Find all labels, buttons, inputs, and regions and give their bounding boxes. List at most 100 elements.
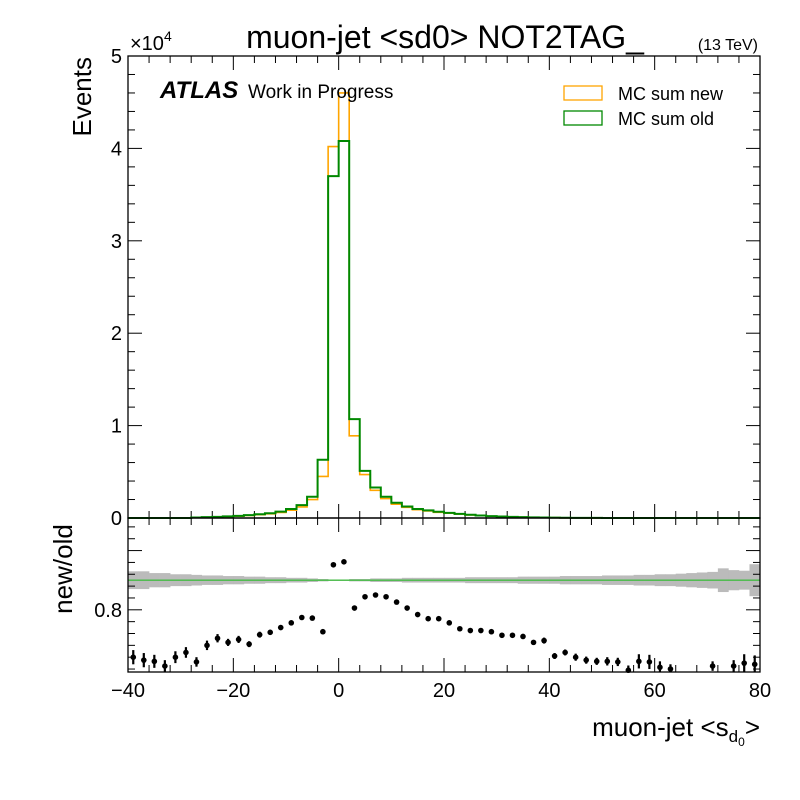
ratio-point [288,620,295,626]
ratio-point [309,615,316,621]
ratio-point [435,615,442,622]
main-y-tick-label: 2 [111,323,122,345]
legend-swatch-mc-sum-new [563,85,603,101]
ratio-point [414,611,421,618]
ratio-point [214,635,221,642]
ratio-point [235,636,242,643]
ratio-point [330,561,337,568]
chart-title: muon-jet <sd0> NOT2TAG_ [246,19,645,55]
ratio-point [362,593,368,600]
ratio-point [593,658,600,665]
ratio-point [562,649,568,656]
ratio-point [457,625,463,632]
x-tick-labels: −40 −20 0 20 40 60 80 [111,680,771,702]
x-tick-label: 40 [538,680,560,702]
histogram-mc-sum-old [128,140,760,519]
ratio-y-tick-labels: 0.8 [94,600,122,622]
ratio-point [162,663,168,669]
ratio-point [751,661,758,668]
ratio-points [130,559,758,674]
ratio-point [172,654,179,660]
atlas-label: ATLAS [159,77,238,104]
x-tick-label: 80 [749,680,771,702]
x-tick-label: 60 [644,680,666,702]
main-y-tick-label: 3 [111,231,122,253]
legend: MC sum new MC sum old [563,84,724,129]
ratio-point [646,659,653,665]
ratio-panel: 0.8 −40 −20 0 20 40 60 80 new/old muon-jet <sd… [48,517,771,749]
ratio-point [467,627,474,634]
atlas-sublabel: Work in Progress [248,82,393,103]
ratio-ticks [127,518,761,672]
ratio-point [636,658,642,665]
ratio-point [730,663,737,669]
x-tick-label: 0 [333,680,344,702]
main-y-tick-label: 0 [111,508,122,530]
ratio-point [246,641,252,647]
ratio-point [320,628,326,635]
ratio-point [383,593,389,600]
y-exponent-label: ×104 [130,28,172,55]
ratio-point [299,614,305,621]
legend-label-mc-sum-old: MC sum old [618,109,714,129]
atlas-label-group: ATLAS Work in Progress [159,77,393,104]
ratio-point [615,659,621,665]
ratio-point [509,632,516,639]
legend-swatch-mc-sum-old [563,110,603,126]
ratio-y-tick-label: 0.8 [94,600,122,622]
ratio-point [425,615,432,622]
ratio-point [183,649,189,656]
ratio-point [530,639,537,646]
ratio-point [393,599,400,605]
ratio-point [499,632,505,639]
energy-label: (13 TeV) [698,37,758,54]
histogram-mc-sum-new [128,92,760,519]
x-tick-label: −40 [111,680,145,702]
ratio-point [741,660,747,666]
x-tick-label: −20 [216,680,250,702]
main-y-tick-label: 4 [111,138,122,160]
ratio-point [520,633,526,640]
ratio-point [277,624,284,631]
ratio-point [372,592,379,598]
x-tick-label: 20 [433,680,455,702]
main-y-tick-label: 1 [111,416,122,438]
main-histograms [128,92,760,519]
main-panel: 0 1 2 3 4 5 Events ATLAS Work in Progress MC … [67,46,761,530]
ratio-point [541,637,547,644]
ratio-point [151,658,158,665]
ratio-point [446,620,453,626]
ratio-point [404,605,410,611]
x-axis-label-sub: d [729,727,738,746]
ratio-point [256,631,263,638]
ratio-y-axis-label: new/old [48,524,78,614]
ratio-point [267,629,274,636]
ratio-point [488,628,495,635]
y-exponent-base: ×10 [130,33,164,55]
ratio-point [478,627,484,634]
ratio-point [193,659,200,665]
ratio-point [572,654,579,660]
ratio-point [583,657,589,663]
main-y-tick-labels: 0 1 2 3 4 5 [111,46,122,530]
y-exponent-power: 4 [164,28,172,44]
ratio-point [709,663,716,669]
ratio-point [351,605,358,611]
x-axis-label-subsub: 0 [738,735,745,749]
ratio-point [667,666,674,672]
ratio-point [551,653,558,659]
ratio-point [657,664,663,671]
x-axis-label: muon-jet <sd0> [592,712,760,749]
ratio-point [341,559,347,565]
main-y-tick-label: 5 [111,46,122,68]
x-axis-label-close: > [745,712,760,742]
main-y-axis-label: Events [67,57,97,137]
ratio-point [225,639,231,646]
ratio-panel-frame [127,517,761,673]
ratio-point [204,642,210,649]
legend-label-mc-sum-new: MC sum new [618,84,724,104]
ratio-point [141,657,147,663]
ratio-point [604,658,611,665]
x-axis-label-main: muon-jet <s [592,712,729,742]
